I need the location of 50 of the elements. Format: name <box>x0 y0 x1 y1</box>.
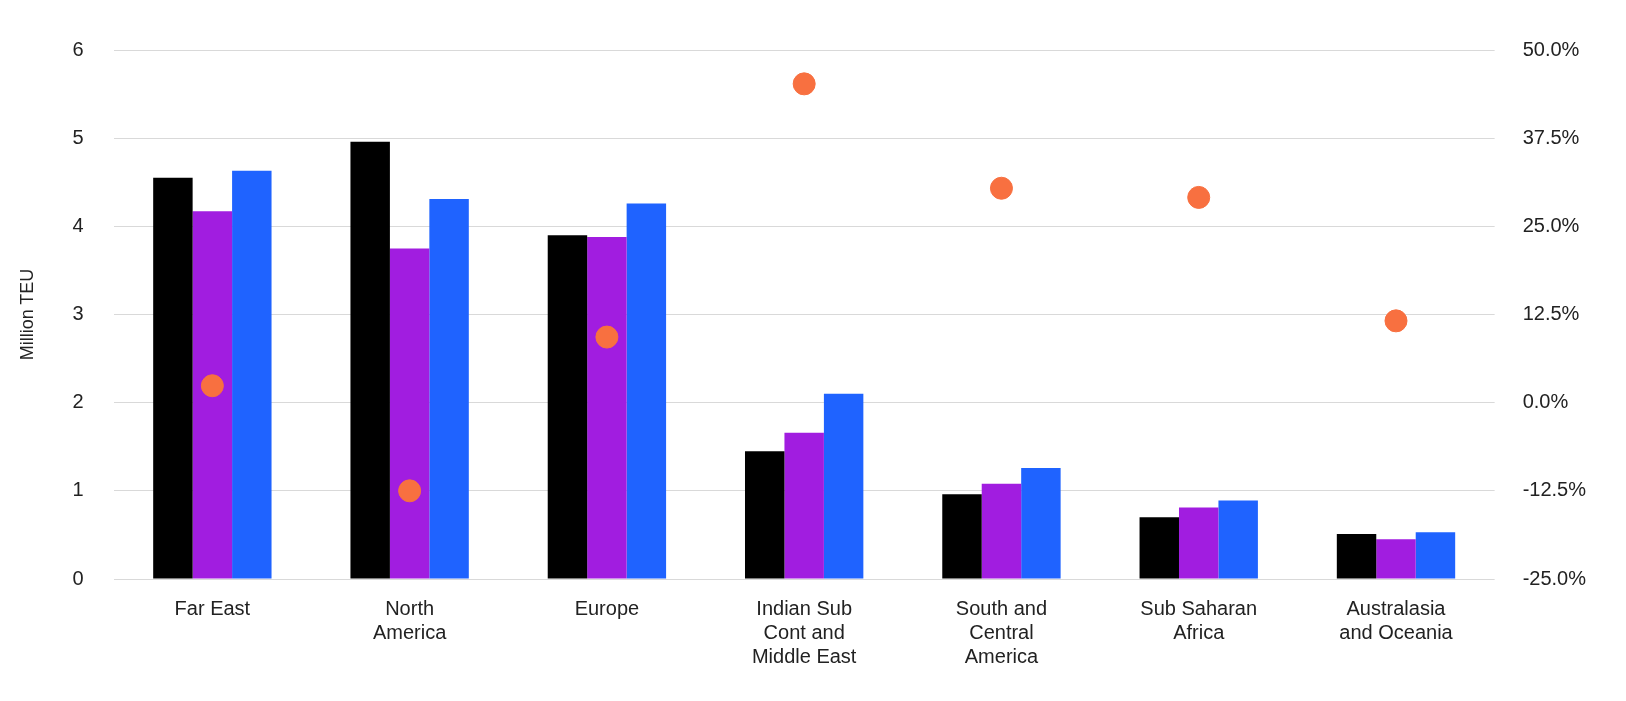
y2-tick-label: 12.5% <box>1522 302 1580 325</box>
bar <box>626 203 667 579</box>
bar <box>1139 517 1179 579</box>
y-tick-label: 3 <box>72 302 84 325</box>
x-tick-label: Europe <box>574 596 640 619</box>
y2-tick-label: 25.0% <box>1522 213 1580 236</box>
y-tick-label: 1 <box>72 478 84 501</box>
x-tick-label: Indian Sub Cont and Middle East <box>751 596 857 667</box>
bar <box>1218 500 1258 579</box>
bar <box>1376 539 1416 579</box>
bar <box>745 451 785 579</box>
point <box>792 72 816 96</box>
bar <box>547 235 588 579</box>
y-axis-title: Million TEU <box>16 268 37 361</box>
y2-tick-label: 50.0% <box>1522 37 1580 60</box>
y-tick-label: 2 <box>72 390 84 413</box>
y-tick-label: 0 <box>72 566 84 589</box>
x-tick-label: Far East <box>174 596 251 619</box>
bar <box>429 199 469 579</box>
bar <box>823 393 864 579</box>
y2-tick-label: -12.5% <box>1522 478 1587 501</box>
bar <box>981 483 1022 579</box>
bar <box>587 236 627 579</box>
point <box>1384 309 1408 333</box>
bar <box>1336 534 1377 579</box>
x-tick-label: Australasia and Oceania <box>1339 596 1454 643</box>
x-tick-label: North America <box>372 596 448 643</box>
y2-tick-label: 0.0% <box>1522 390 1569 413</box>
x-tick-label: South and Central America <box>955 596 1048 667</box>
y2-tick-label: 37.5% <box>1522 125 1580 148</box>
bar <box>389 248 430 579</box>
bar <box>1178 507 1219 579</box>
y-tick-label: 5 <box>72 125 84 148</box>
y-tick-label: 6 <box>72 37 84 60</box>
x-tick-label: Sub Saharan Africa <box>1140 596 1258 643</box>
bar <box>1415 532 1456 579</box>
point <box>200 374 224 398</box>
point <box>1187 185 1211 209</box>
bar <box>942 494 982 579</box>
bar <box>1021 467 1061 579</box>
bar <box>350 141 390 579</box>
bar <box>232 170 272 579</box>
bar <box>153 177 193 579</box>
point <box>595 325 619 349</box>
point <box>989 176 1013 200</box>
y-tick-label: 4 <box>72 213 84 236</box>
bar <box>784 432 824 579</box>
bar <box>192 211 233 579</box>
y2-tick-label: -25.0% <box>1522 566 1587 589</box>
point <box>398 479 422 503</box>
